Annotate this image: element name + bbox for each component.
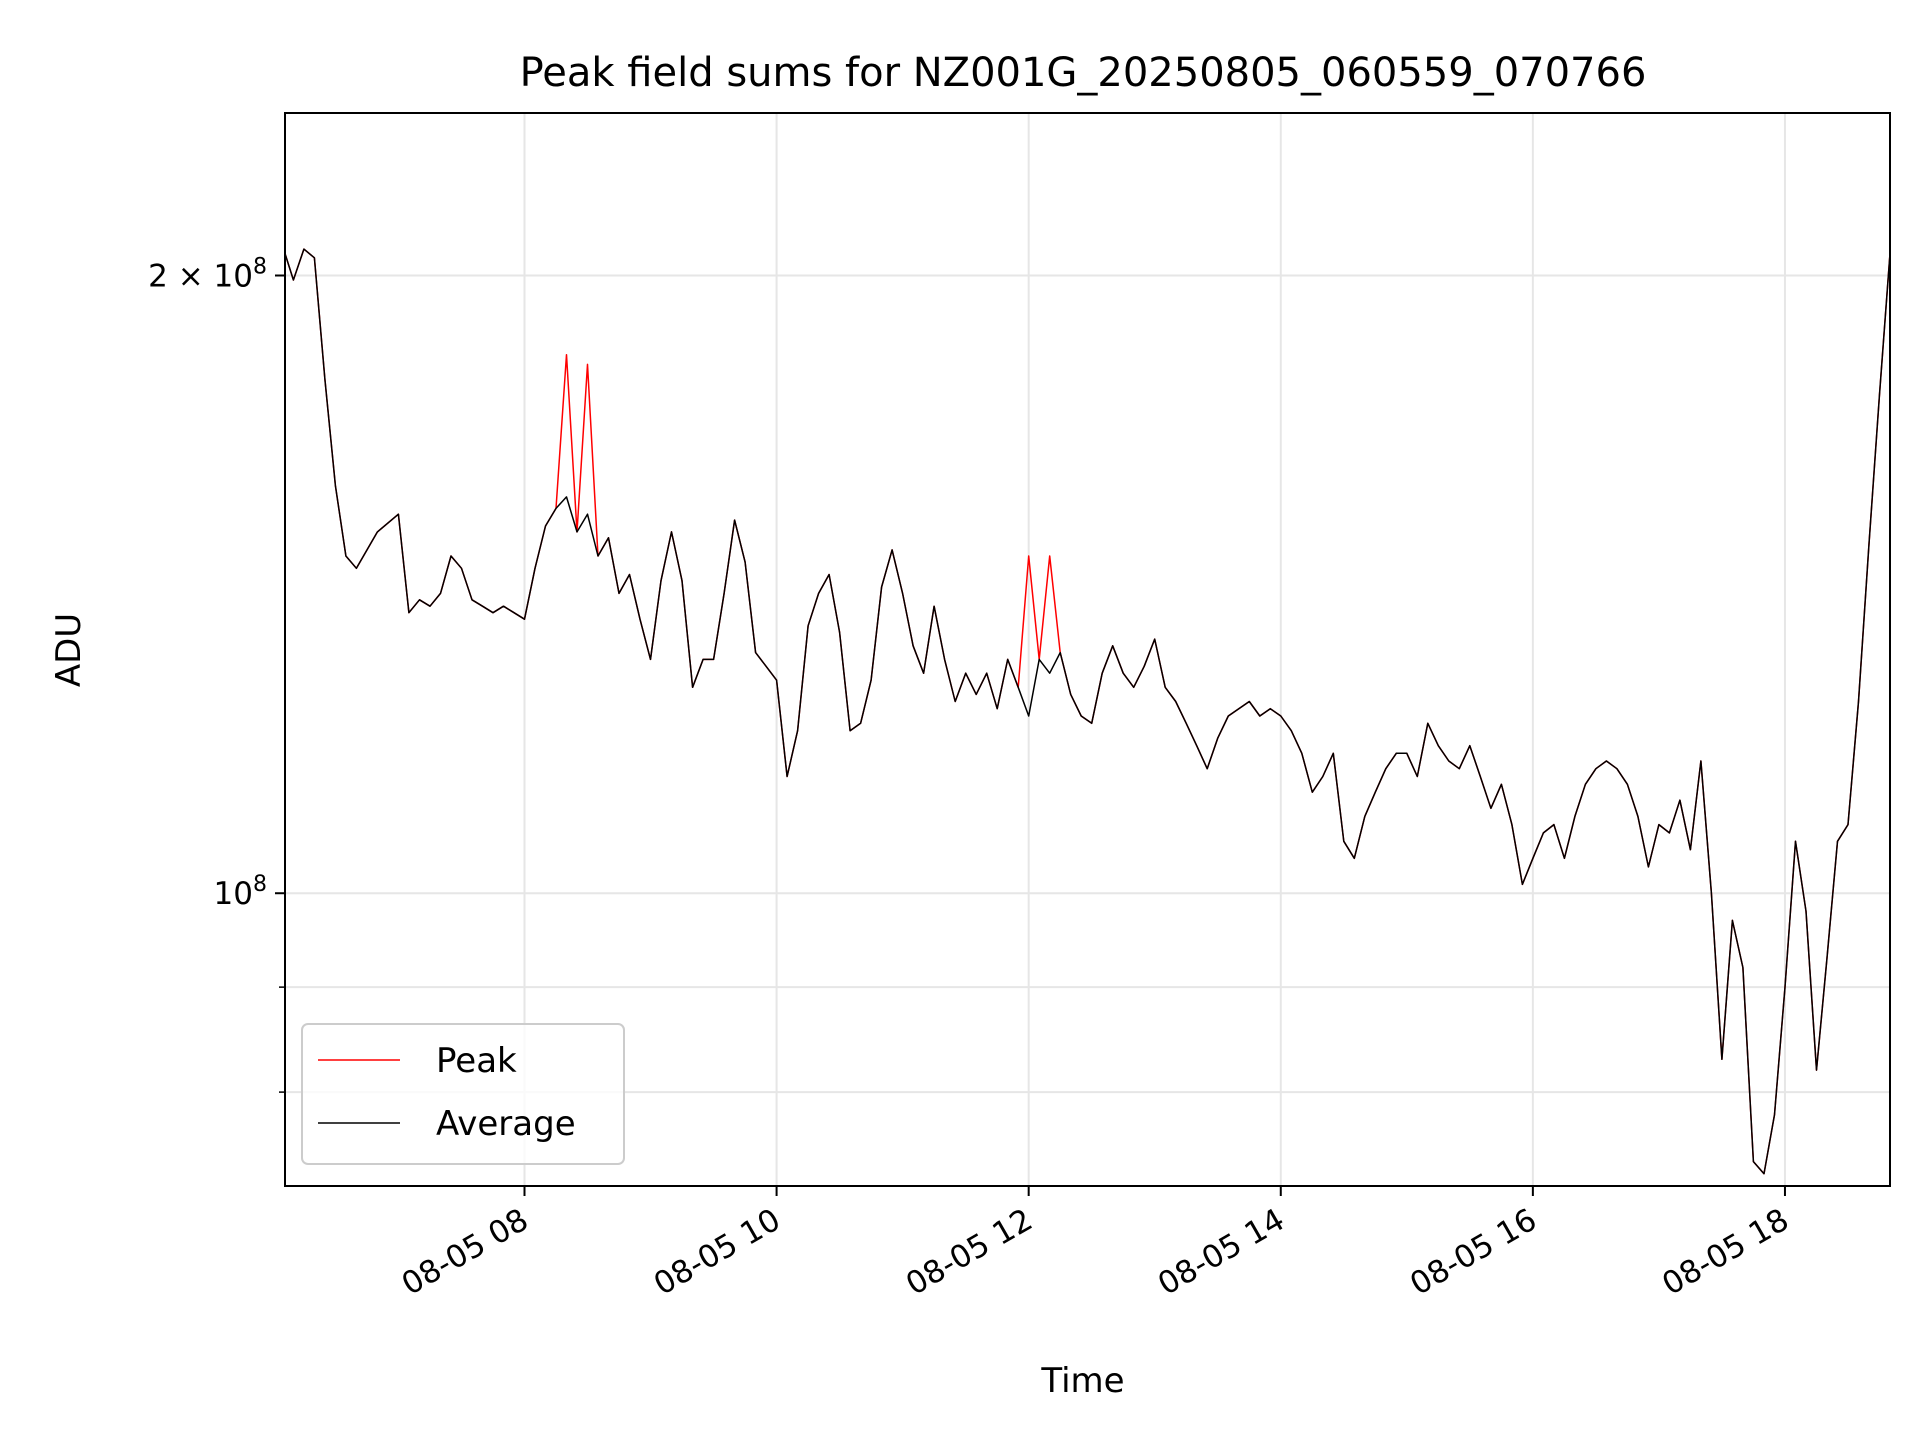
- plot-lines: [284, 248, 1891, 1175]
- legend-label-average: Average: [436, 1104, 576, 1144]
- legend: Peak Average: [301, 1023, 625, 1165]
- y-axis-label: ADU: [49, 613, 89, 687]
- y-tick-label: 2 × 108: [148, 254, 267, 294]
- y-axis: 108 2 × 108: [148, 254, 285, 1093]
- series-line-average: [284, 248, 1891, 1175]
- x-axis-label: Time: [1040, 1361, 1124, 1401]
- y-tick-label: 108: [214, 872, 267, 912]
- legend-label-peak: Peak: [436, 1041, 517, 1081]
- plot-frame: [284, 112, 1891, 1187]
- legend-box: [301, 1023, 625, 1165]
- chart-title: Peak field sums for NZ001G_20250805_0605…: [520, 50, 1647, 96]
